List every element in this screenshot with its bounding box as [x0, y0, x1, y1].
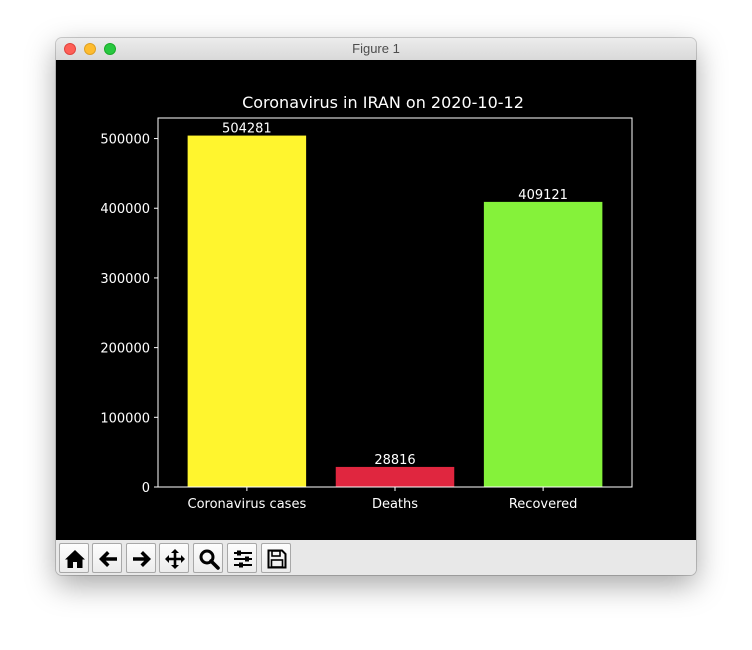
pan-button[interactable] [159, 543, 189, 573]
data-label-deaths: 28816 [374, 453, 415, 468]
data-label-coronavirus-cases: 504281 [222, 122, 272, 137]
forward-button[interactable] [126, 543, 156, 573]
figure-window: Figure 1 Coronavirus in IRAN on 2020-10-… [56, 38, 696, 575]
x-tick-label: Recovered [509, 497, 578, 512]
floppy-disk-icon [267, 549, 287, 569]
sliders-icon [234, 550, 252, 568]
zoom-window-button[interactable] [104, 43, 116, 55]
figure-canvas[interactable]: Coronavirus in IRAN on 2020-10-12 504281… [56, 60, 696, 540]
arrow-left-icon [99, 551, 117, 567]
configure-subplots-button[interactable] [227, 543, 257, 573]
back-button[interactable] [92, 543, 122, 573]
y-tick-label: 200000 [100, 342, 150, 357]
bar-chart: Coronavirus in IRAN on 2020-10-12 504281… [56, 60, 696, 540]
minimize-window-button[interactable] [84, 43, 96, 55]
bar-deaths [335, 466, 455, 487]
window-title: Figure 1 [352, 41, 400, 56]
bar-coronavirus-cases [187, 135, 307, 487]
magnifier-icon [199, 549, 220, 570]
title-bar[interactable]: Figure 1 [56, 38, 696, 61]
y-tick-label: 100000 [100, 411, 150, 426]
y-tick-label: 500000 [100, 133, 150, 148]
y-tick-label: 300000 [100, 272, 150, 287]
home-icon [65, 550, 85, 568]
y-tick-label: 0 [142, 481, 150, 496]
move-icon [165, 549, 185, 569]
bar-recovered [483, 201, 603, 487]
close-window-button[interactable] [64, 43, 76, 55]
axes-frame [157, 117, 633, 488]
bars-layer: 504281 28816 409121 [187, 122, 603, 487]
home-button[interactable] [59, 543, 89, 573]
data-label-recovered: 409121 [518, 188, 568, 203]
x-tick-label: Coronavirus cases [188, 497, 307, 512]
navigation-toolbar [56, 540, 696, 575]
ticks-layer: Coronavirus cases Deaths Recovered 0 100000 2… [100, 133, 577, 512]
zoom-button[interactable] [193, 543, 223, 573]
y-tick-label: 400000 [100, 202, 150, 217]
x-tick-label: Deaths [372, 497, 418, 512]
save-button[interactable] [261, 543, 291, 573]
arrow-right-icon [133, 551, 151, 567]
chart-title: Coronavirus in IRAN on 2020-10-12 [242, 93, 524, 112]
